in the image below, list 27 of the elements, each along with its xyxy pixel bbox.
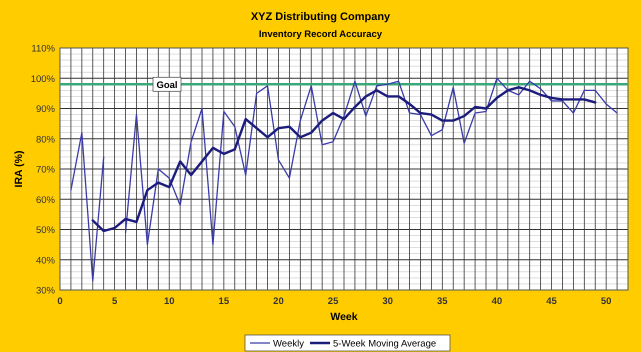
y-tick-label: 30% <box>36 286 56 296</box>
ref-line-label: Goal <box>156 80 178 91</box>
x-tick-label: 45 <box>546 296 558 307</box>
y-tick-label: 100% <box>30 74 56 85</box>
y-tick-label: 60% <box>36 194 56 206</box>
x-tick-label: 50 <box>600 296 612 307</box>
legend-label: Weekly <box>273 338 304 350</box>
chart-title: XYZ Distributing Company <box>250 11 392 23</box>
x-axis-title: Week <box>330 311 358 323</box>
y-axis-title: IRA (%) <box>13 150 25 188</box>
x-tick-label: 15 <box>218 296 230 307</box>
y-tick-label: 70% <box>36 164 56 176</box>
legend-label: 5-Week Moving Average <box>333 338 436 350</box>
x-tick-label: 10 <box>164 296 175 307</box>
x-tick-label: 40 <box>492 296 502 307</box>
y-tick-label: 40% <box>36 255 56 266</box>
x-tick-label: 5 <box>112 296 118 307</box>
chart-subtitle: Inventory Record Accuracy <box>258 29 383 40</box>
y-tick-label: 50% <box>36 225 56 236</box>
y-tick-label: 80% <box>36 134 56 146</box>
x-tick-label: 25 <box>328 296 340 307</box>
x-tick-label: 20 <box>273 296 284 307</box>
x-tick-label: 0 <box>57 296 63 307</box>
y-tick-label: 110% <box>31 44 56 54</box>
y-tick-label: 90% <box>36 104 56 115</box>
x-tick-label: 35 <box>437 296 448 307</box>
x-tick-label: 30 <box>382 296 393 307</box>
